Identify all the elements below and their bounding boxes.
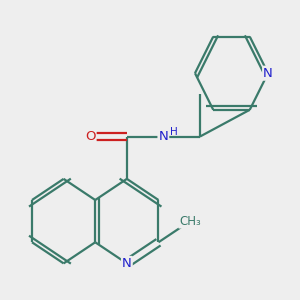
Text: H: H xyxy=(170,128,178,137)
Text: N: N xyxy=(158,130,168,143)
Text: N: N xyxy=(122,257,132,270)
Text: CH₃: CH₃ xyxy=(179,214,201,228)
Text: O: O xyxy=(85,130,96,143)
Text: N: N xyxy=(263,67,273,80)
